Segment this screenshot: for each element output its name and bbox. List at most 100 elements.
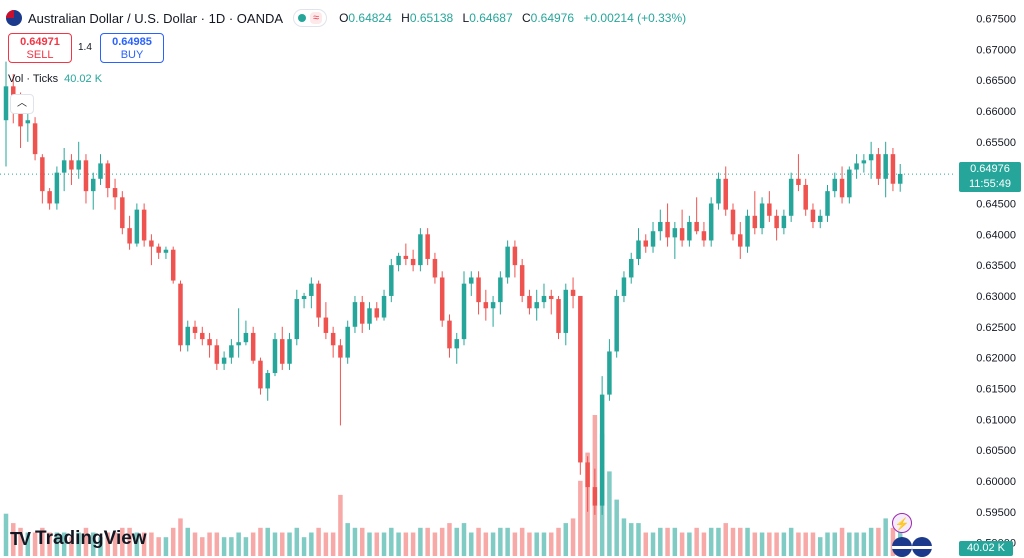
volume-bar — [418, 527, 423, 556]
candle — [192, 320, 198, 340]
candle — [527, 289, 532, 315]
volume-bar — [708, 527, 714, 556]
volume-bar — [359, 527, 365, 556]
price-axis-tick: 0.67000 — [976, 44, 1016, 56]
bar-countdown: 11:55:49 — [968, 178, 1011, 190]
candle — [563, 283, 569, 346]
candle — [265, 369, 270, 401]
volume-bar — [847, 532, 852, 556]
volume-bar — [410, 532, 416, 556]
volume-bar — [796, 532, 801, 556]
price-axis-tick: 0.64500 — [976, 198, 1016, 210]
candle — [839, 166, 845, 204]
volume-bar — [658, 527, 663, 556]
candle — [367, 302, 372, 330]
candle — [403, 243, 409, 266]
candle — [847, 166, 852, 204]
volume-bar — [628, 523, 634, 556]
candle — [599, 376, 605, 515]
collapse-legend-button[interactable]: ︿ — [10, 94, 34, 114]
candle — [149, 234, 154, 266]
candle — [643, 234, 649, 253]
volume-bar — [752, 532, 758, 556]
volume-tag: 40.02 K — [959, 541, 1013, 556]
candle — [83, 154, 89, 204]
sell-label: SELL — [26, 49, 54, 61]
symbol-title[interactable]: Australian Dollar / U.S. Dollar · 1D · O… — [28, 10, 284, 26]
volume-bar — [32, 532, 38, 556]
candle — [243, 320, 249, 346]
price-axis-tick: 0.59500 — [976, 507, 1016, 519]
sell-button[interactable]: 0.64971 SELL — [8, 33, 72, 63]
candle — [410, 249, 416, 272]
volume-bar — [243, 537, 249, 556]
buy-button[interactable]: 0.64985 BUY — [100, 33, 164, 63]
us-event-flag-icon[interactable] — [892, 537, 912, 557]
candle — [781, 209, 787, 235]
candle — [738, 221, 743, 259]
volume-bar — [309, 532, 314, 556]
price-axis-tick: 0.64000 — [976, 229, 1016, 241]
price-axis-tick: 0.61500 — [976, 383, 1016, 395]
candle — [636, 228, 641, 266]
volume-bar — [425, 527, 430, 556]
us-event-flag-icon[interactable] — [912, 537, 932, 557]
candle — [345, 320, 350, 364]
candle — [134, 203, 140, 247]
candle — [897, 164, 903, 192]
volume-bar — [570, 518, 576, 556]
sell-price: 0.64971 — [20, 36, 60, 48]
volume-bar — [774, 532, 779, 556]
volume-bar — [549, 532, 554, 556]
high-value: 0.65138 — [409, 11, 454, 25]
candle — [432, 252, 438, 284]
candle — [716, 172, 721, 210]
volume-bar — [614, 499, 619, 556]
volume-bar — [861, 532, 867, 556]
candle — [200, 326, 205, 346]
tradingview-logo[interactable]: TV TradingView — [10, 528, 147, 550]
event-bolt-icon[interactable]: ⚡ — [892, 513, 912, 533]
candle — [120, 191, 125, 235]
wave-icon: ≈ — [310, 12, 323, 24]
candle — [476, 271, 481, 315]
volume-bar — [883, 518, 888, 556]
price-axis-tick: 0.60500 — [976, 445, 1016, 457]
volume-bar — [214, 532, 220, 556]
candle — [585, 456, 590, 512]
volume-bar — [868, 527, 874, 556]
candle — [796, 154, 801, 192]
volume-bar — [745, 527, 750, 556]
volume-bar — [679, 532, 685, 556]
candle — [767, 191, 772, 222]
candle — [825, 184, 830, 222]
volume-bar — [280, 532, 285, 556]
candle — [323, 302, 329, 340]
volume-bar — [258, 527, 263, 556]
volume-bar — [432, 532, 438, 556]
market-status-pill[interactable]: ≈ — [293, 9, 328, 27]
volume-bar — [170, 527, 176, 556]
candle — [607, 339, 612, 401]
volume-bar — [556, 527, 561, 556]
candle — [483, 289, 489, 321]
candle — [534, 289, 539, 321]
volume-bar — [519, 527, 525, 556]
volume-bar — [163, 537, 169, 556]
candle — [280, 326, 285, 370]
candle — [658, 209, 663, 241]
volume-bar — [767, 532, 772, 556]
volume-bar — [672, 527, 678, 556]
volume-bar — [694, 527, 699, 556]
volume-bar — [839, 527, 845, 556]
volume-bar — [607, 471, 612, 556]
volume-bar — [330, 532, 336, 556]
volume-bar — [461, 523, 467, 556]
volume-bar — [207, 532, 212, 556]
volume-legend[interactable]: Vol · Ticks 40.02 K — [8, 73, 102, 85]
price-axis[interactable]: 0.675000.670000.665000.660000.655000.650… — [976, 13, 1016, 549]
candle — [890, 147, 896, 192]
volume-bar — [229, 537, 234, 556]
open-value: 0.64824 — [348, 11, 392, 25]
